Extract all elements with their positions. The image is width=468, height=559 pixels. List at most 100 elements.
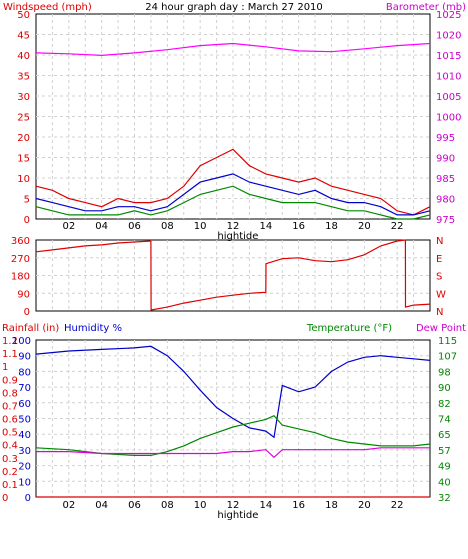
top-grid	[36, 14, 430, 219]
humidity-y-tick-label: 40	[18, 430, 31, 441]
dewpoint-line	[36, 447, 430, 459]
humidity-y-tick-label: 30	[18, 446, 31, 457]
barometer-y-tick-label: 975	[436, 215, 455, 226]
rainfall-y-tick-label: 1.1	[2, 349, 18, 360]
barometer-y-tick-label: 1010	[436, 72, 461, 83]
bottom-x-tick-label: 20	[358, 500, 371, 511]
top-x-tick-label: 16	[292, 221, 305, 232]
bottom-x-tick-label: 22	[391, 500, 404, 511]
top-x-tick-label: 10	[194, 221, 207, 232]
barometer-y-tick-label: 980	[436, 195, 455, 206]
windspeed-y-tick-label: 35	[17, 72, 30, 83]
temperature-y-tick-label: 115	[438, 336, 457, 347]
barometer-axis-label: Barometer (mb)	[386, 2, 466, 13]
barometer-y-tick-label: 1015	[436, 51, 461, 62]
rainfall-y-tick-label: 0.6	[2, 415, 18, 426]
top-series	[35, 42, 431, 220]
temperature-y-tick-label: 107	[438, 352, 457, 363]
chart-title: 24 hour graph day : March 27 2010	[145, 2, 323, 13]
rainfall-y-tick-label: 0.4	[2, 441, 18, 452]
rainfall-y-tick-label: 0.5	[2, 428, 18, 439]
direction-compass-y-tick-label: S	[436, 272, 442, 283]
barometer-line	[35, 42, 431, 57]
direction-compass-y-tick-label: N	[436, 307, 443, 318]
temperature-y-tick-label: 98	[438, 367, 451, 378]
top-x-tick-label: 08	[161, 221, 174, 232]
direction-degrees-y-tick-label: 360	[11, 236, 30, 247]
direction-degrees-y-tick-label: 0	[24, 307, 30, 318]
rainfall-y-tick-label: 0.9	[2, 375, 18, 386]
top-x-tick-label: 02	[62, 221, 75, 232]
bottom-x-tick-label: 06	[128, 500, 141, 511]
barometer-y-tick-label: 995	[436, 133, 455, 144]
temperature-y-tick-label: 57	[438, 446, 451, 457]
humidity-y-tick-label: 10	[18, 477, 31, 488]
windspeed-y-tick-label: 30	[17, 92, 30, 103]
rainfall-y-tick-label: 1.2	[2, 336, 18, 347]
direction-degrees-y-tick-label: 270	[11, 254, 30, 265]
humidity-y-tick-label: 0	[25, 493, 31, 504]
bottom-x-tick-label: 08	[161, 500, 174, 511]
bottom-grid	[36, 340, 430, 497]
bottom-x-tick-label: 02	[62, 500, 75, 511]
bottom-x-tick-label: 18	[325, 500, 338, 511]
direction-degrees-y-tick-label: 180	[11, 272, 30, 283]
barometer-y-tick-label: 985	[436, 174, 455, 185]
barometer-y-tick-label: 1000	[436, 113, 461, 124]
rainfall-y-tick-label: 0.2	[2, 467, 18, 478]
middle-panel-frame	[35, 239, 431, 312]
rainfall-y-tick-label: 0.1	[2, 480, 18, 491]
temperature-y-tick-label: 74	[438, 415, 451, 426]
windspeed-y-tick-label: 20	[17, 133, 30, 144]
top-x-tick-label: 18	[325, 221, 338, 232]
temperature-y-tick-label: 90	[438, 383, 451, 394]
direction-compass-y-tick-label: W	[436, 289, 446, 300]
humidity-y-tick-label: 70	[18, 383, 31, 394]
windspeed-y-tick-label: 45	[17, 31, 30, 42]
windspeed-y-tick-label: 15	[17, 154, 30, 165]
temperature-y-tick-label: 32	[438, 493, 451, 504]
direction-compass-y-tick-label: E	[436, 254, 442, 265]
windspeed-y-tick-label: 50	[17, 10, 30, 21]
top-x-tick-label: 14	[259, 221, 272, 232]
top-x-tick-label: 12	[227, 221, 240, 232]
rainfall-y-tick-label: 0.8	[2, 388, 18, 399]
top-x-tick-label: 04	[95, 221, 108, 232]
direction-degrees-y-tick-label: 90	[17, 289, 30, 300]
bottom-x-tick-label: 14	[259, 500, 272, 511]
temperature-y-tick-label: 65	[438, 430, 451, 441]
humidity-y-tick-label: 20	[18, 462, 31, 473]
humidity-y-tick-label: 90	[18, 352, 31, 363]
top-x-tick-label: 22	[391, 221, 404, 232]
windspeed-y-tick-label: 0	[24, 215, 30, 226]
temperature-line	[35, 414, 431, 456]
windspeed-axis-label: Windspeed (mph)	[3, 2, 92, 13]
rainfall-y-tick-label: 1	[2, 362, 8, 373]
bottom-x-tick-label: 10	[194, 500, 207, 511]
rainfall-y-tick-label: 0.7	[2, 401, 18, 412]
bottom-x-tick-label: 12	[227, 500, 240, 511]
rainfall-y-tick-label: 0	[2, 493, 8, 504]
barometer-y-tick-label: 1005	[436, 92, 461, 103]
barometer-y-tick-label: 1020	[436, 31, 461, 42]
temperature-y-tick-label: 40	[438, 477, 451, 488]
direction-compass-y-tick-label: N	[436, 236, 443, 247]
humidity-axis-label: Humidity %	[64, 323, 122, 334]
top-x-tick-label: 06	[128, 221, 141, 232]
bottom-series	[35, 345, 431, 498]
windspeed-y-tick-label: 40	[17, 51, 30, 62]
bottom-hightide-label: hightide	[217, 510, 258, 521]
top-hightide-label: hightide	[217, 231, 258, 242]
windspeed-line	[35, 185, 431, 220]
top-axis-labels: 0510152025303540455097598098599099510001…	[17, 10, 461, 242]
rainfall-axis-label: Rainfall (in)	[2, 323, 59, 334]
barometer-y-tick-label: 1025	[436, 10, 461, 21]
windspeed-y-tick-label: 5	[24, 195, 30, 206]
windavg-line	[35, 173, 431, 216]
humidity-line	[35, 345, 431, 439]
windspeed-y-tick-label: 10	[17, 174, 30, 185]
wind-direction-line	[35, 239, 431, 311]
bottom-x-tick-label: 16	[292, 500, 305, 511]
